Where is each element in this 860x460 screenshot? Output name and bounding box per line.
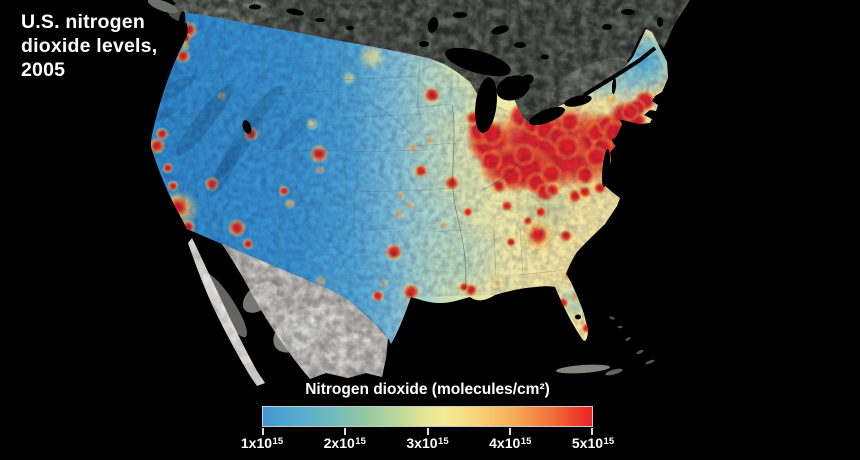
colorbar-tick-label: 2x1015 — [323, 435, 366, 451]
cuba-island — [605, 368, 623, 376]
us-terrain-texture — [152, 13, 668, 344]
colorbar-tick-label: 5x1015 — [571, 435, 615, 451]
colorbar-tick-label: 3x1015 — [406, 435, 449, 451]
state-borders — [150, 14, 566, 278]
georgian-bay — [520, 74, 534, 86]
colorbar-tick — [591, 428, 593, 435]
great-lakes — [178, 11, 657, 320]
puget-sound — [178, 11, 186, 29]
bahamas-islands — [609, 316, 655, 365]
lake-erie — [529, 106, 565, 126]
colorbar-tick — [262, 428, 264, 435]
colorbar-ticks — [262, 428, 593, 436]
page-title: U.S. nitrogen dioxide levels, 2005 — [21, 11, 158, 81]
lake-ontario — [564, 95, 592, 107]
chesapeake-bay — [601, 149, 611, 187]
legend-title: Nitrogen dioxide (molecules/cm²) — [305, 381, 550, 398]
lake-superior — [445, 47, 511, 77]
colorbar-tick — [344, 428, 347, 435]
vancouver-island — [147, 0, 179, 14]
baja-terrain-texture — [188, 238, 265, 386]
rivers — [351, 94, 525, 291]
canada-terrain-texture — [172, 0, 690, 126]
mexico-landmass — [188, 238, 388, 386]
colorbar-labels: 1x1015 2x1015 3x1015 4x1015 5x1015 — [241, 435, 614, 453]
colorbar — [262, 406, 593, 435]
islands — [556, 316, 655, 376]
great-salt-lake — [242, 120, 252, 134]
colorbar-tick-label: 4x1015 — [489, 435, 532, 451]
canadian-lakes — [249, 4, 663, 60]
cuba-island — [556, 364, 610, 374]
colorbar-legend: Nitrogen dioxide (molecules/cm²) 1x1015 2… — [241, 381, 614, 453]
colorbar-tick — [426, 428, 429, 435]
lake-michigan — [475, 77, 497, 133]
delaware-bay — [612, 138, 622, 150]
mexico-terrain-shadow — [219, 240, 388, 379]
colorbar-tick — [508, 428, 511, 435]
st-lawrence-river — [582, 46, 657, 97]
lake-of-the-woods — [419, 41, 429, 47]
lake-okeechobee — [575, 314, 581, 320]
lake-champlain — [611, 78, 617, 94]
colorbar-tick-label: 1x1015 — [240, 435, 284, 451]
